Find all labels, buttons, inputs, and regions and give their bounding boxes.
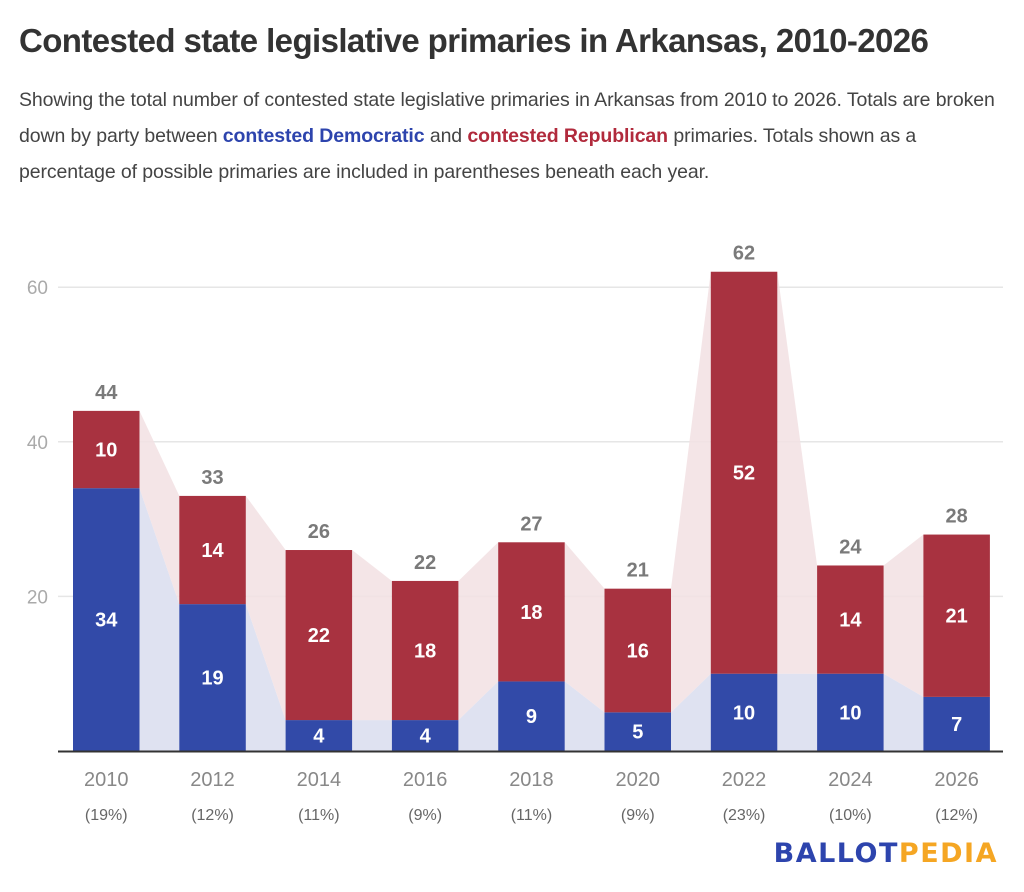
- x-tick-label: 2010: [84, 769, 129, 791]
- bar-democratic-2020: [604, 712, 671, 751]
- dem-connector-band: [883, 673, 924, 751]
- x-percent-label: (12%): [935, 807, 978, 824]
- x-percent-label: (10%): [829, 807, 872, 824]
- republican-highlight: contested Republican: [467, 125, 668, 147]
- value-label-republican: 18: [414, 641, 436, 663]
- rep-connector-band: [671, 271, 711, 713]
- bar-republican-2018: [498, 542, 565, 682]
- x-tick-label: 2020: [616, 769, 661, 791]
- x-tick-label: 2026: [934, 769, 979, 791]
- x-tick-label: 2024: [828, 769, 873, 791]
- connector-bands: [139, 271, 924, 751]
- total-label: 44: [95, 382, 118, 404]
- x-tick-label: 2016: [403, 769, 448, 791]
- total-label: 21: [627, 560, 649, 582]
- x-percent-label: (9%): [621, 807, 655, 824]
- rep-connector-band: [245, 495, 286, 721]
- total-label: 22: [414, 552, 436, 574]
- value-label-republican: 14: [839, 610, 862, 632]
- value-label-republican: 52: [733, 463, 755, 485]
- value-label-republican: 21: [946, 606, 968, 628]
- subtitle-text-2: and: [424, 125, 468, 147]
- rep-connector-band: [883, 534, 924, 697]
- value-label-democratic: 5: [632, 722, 643, 744]
- rep-connector-band: [564, 542, 605, 713]
- value-label-republican: 16: [627, 641, 649, 663]
- dem-connector-band: [458, 681, 499, 751]
- bar-democratic-2022: [710, 673, 778, 751]
- value-label-democratic: 10: [733, 702, 755, 724]
- total-label: 27: [520, 513, 542, 535]
- value-label-republican: 22: [308, 625, 330, 647]
- subtitle-text-1: Showing the total number of contested st…: [19, 89, 995, 147]
- dem-connector-band: [777, 673, 818, 751]
- bar-democratic-2010: [73, 488, 140, 751]
- x-tick-label: 2018: [509, 769, 554, 791]
- x-percent-label: (9%): [408, 807, 442, 824]
- value-label-democratic: 19: [201, 668, 223, 690]
- x-tick-label: 2022: [722, 769, 767, 791]
- x-percent-label: (19%): [85, 807, 128, 824]
- x-percent-label: (23%): [723, 807, 766, 824]
- dem-connector-band: [671, 673, 711, 751]
- logo-ballot: BALLOT: [773, 838, 899, 869]
- logo-pedia: PEDIA: [898, 838, 998, 869]
- value-label-democratic: 4: [420, 726, 432, 748]
- bar-republican-2016: [391, 580, 459, 721]
- bar-democratic-2012: [179, 604, 246, 751]
- value-label-democratic: 9: [526, 706, 537, 728]
- total-label: 24: [839, 536, 862, 558]
- bar-republican-2024: [817, 565, 884, 674]
- x-percent-label: (12%): [191, 807, 234, 824]
- total-label: 33: [201, 467, 223, 489]
- bar-republican-2010: [73, 410, 140, 489]
- rep-connector-band: [352, 550, 392, 721]
- dem-connector-band: [352, 720, 392, 751]
- chart-subtitle: Showing the total number of contested st…: [19, 82, 1009, 190]
- value-label-republican: 14: [201, 540, 224, 562]
- x-percent-label: (11%): [511, 807, 553, 824]
- rep-connector-band: [139, 410, 180, 605]
- rep-connector-band: [777, 271, 818, 674]
- total-label: 26: [308, 521, 330, 543]
- bar-republican-2020: [604, 588, 671, 713]
- value-label-democratic: 7: [951, 714, 962, 736]
- x-percent-label: (11%): [298, 807, 340, 824]
- chart-title: Contested state legislative primaries in…: [19, 22, 929, 59]
- x-tick-label: 2012: [190, 769, 235, 791]
- ballotpedia-logo: BALLOTPEDIA: [774, 838, 998, 869]
- bar-republican-2026: [923, 534, 990, 697]
- bars: [73, 271, 990, 751]
- dem-connector-band: [245, 604, 286, 751]
- value-label-republican: 10: [95, 440, 117, 462]
- subtitle-text-3: primaries. Totals shown as a percentage …: [19, 125, 917, 183]
- bar-democratic-2018: [498, 681, 565, 751]
- bar-democratic-2016: [391, 720, 459, 751]
- bar-republican-2022: [710, 271, 778, 674]
- democratic-highlight: contested Democratic: [222, 125, 425, 147]
- value-label-democratic: 34: [95, 610, 118, 632]
- value-label-democratic: 4: [313, 726, 325, 748]
- bar-democratic-2014: [285, 720, 353, 751]
- bar-republican-2014: [285, 550, 353, 721]
- rep-connector-band: [458, 542, 499, 721]
- y-tick-label: 60: [27, 278, 48, 299]
- bar-republican-2012: [179, 495, 246, 605]
- total-label: 28: [946, 506, 968, 528]
- x-tick-label: 2014: [297, 769, 342, 791]
- bar-democratic-2024: [817, 673, 884, 751]
- y-tick-label: 20: [27, 587, 48, 608]
- bar-democratic-2026: [923, 696, 990, 751]
- dem-connector-band: [139, 488, 180, 751]
- total-label: 62: [733, 243, 755, 265]
- y-tick-label: 40: [27, 433, 48, 454]
- value-label-democratic: 10: [839, 702, 861, 724]
- dem-connector-band: [564, 681, 605, 751]
- value-label-republican: 18: [520, 602, 542, 624]
- labels: 34 10 44 2010 (19%) 19 14 33 2012 (12%) 4 22 26 2014 (…: [58, 243, 1003, 824]
